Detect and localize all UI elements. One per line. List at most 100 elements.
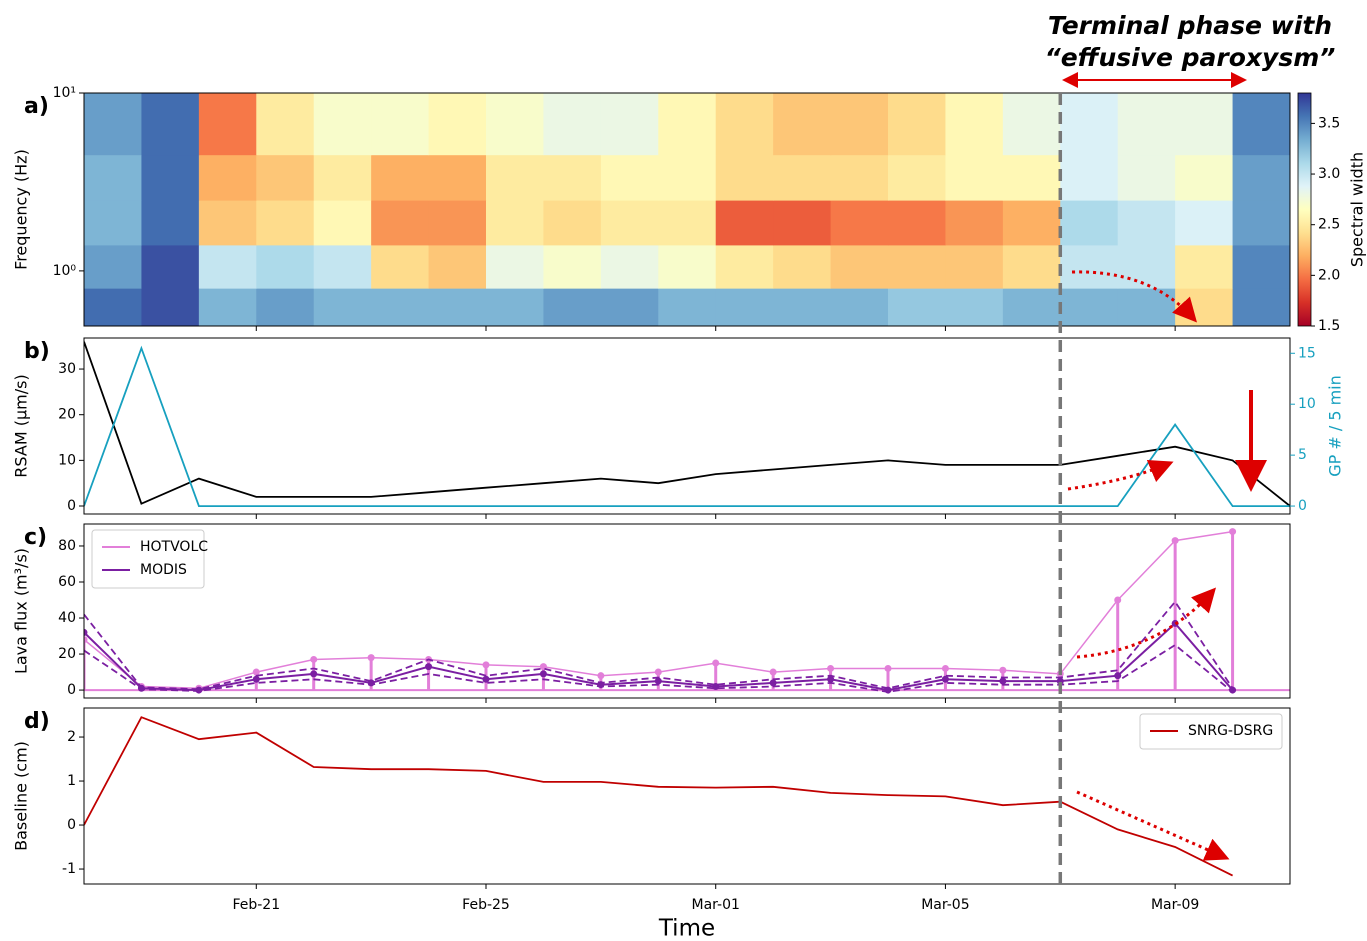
- heat-cell: [371, 244, 430, 289]
- heat-cell: [945, 244, 1004, 289]
- heat-cell: [198, 154, 257, 201]
- heat-cell: [773, 200, 832, 246]
- heat-cell: [1060, 93, 1119, 156]
- heat-cell: [313, 200, 372, 246]
- legend-box: [91, 529, 205, 589]
- y2-axis-title: GP # / 5 min: [1326, 375, 1345, 477]
- heat-cell: [313, 288, 372, 326]
- panel-label: b): [24, 339, 50, 364]
- heat-cell: [888, 154, 946, 201]
- heat-cell: [1232, 154, 1290, 201]
- heat-cell: [428, 93, 487, 156]
- heat-cell: [658, 244, 717, 289]
- colorbar-label: Spectral width: [1348, 152, 1367, 267]
- heat-cell: [888, 200, 946, 246]
- heat-cell: [141, 93, 200, 156]
- stem-dot: [597, 672, 605, 680]
- heat-cell: [428, 154, 487, 201]
- heat-cell: [830, 154, 889, 201]
- heat-cell: [313, 244, 372, 289]
- heat-cell: [715, 200, 774, 246]
- heat-cell: [486, 200, 544, 246]
- point: [827, 675, 835, 683]
- heat-cell: [371, 93, 430, 156]
- heat-cell: [830, 288, 889, 326]
- heat-cell: [1002, 288, 1061, 326]
- heat-cell: [256, 93, 315, 156]
- trend-arrow: [1076, 587, 1217, 659]
- heat-cell: [1175, 244, 1234, 289]
- heat-cell: [543, 244, 602, 289]
- x-tick-label: Mar-05: [921, 897, 969, 913]
- y-axis-title: Frequency (Hz): [12, 149, 31, 270]
- heat-cell: [256, 200, 315, 246]
- heat-cell: [141, 288, 200, 326]
- heat-cell: [198, 288, 257, 326]
- stem-dot: [827, 664, 835, 672]
- colorbar-tick-label: 3.0: [1318, 166, 1340, 182]
- heat-cell: [830, 200, 889, 246]
- annotation: Terminal phase with: [1048, 11, 1332, 40]
- x-axis-title: Time: [658, 916, 715, 941]
- heat-cell: [945, 154, 1004, 201]
- heat-cell: [1232, 244, 1290, 289]
- plot-area: [84, 93, 1290, 326]
- stem-dot: [367, 654, 375, 662]
- heat-cell: [543, 154, 602, 201]
- y-tick-label: -1: [62, 861, 76, 877]
- heat-cell: [371, 154, 430, 201]
- plot-frame: [83, 92, 1291, 327]
- heat-cell: [428, 288, 487, 326]
- heat-cell: [141, 244, 200, 289]
- stem-dot: [712, 659, 720, 667]
- heat-cell: [486, 154, 544, 201]
- heat-cell: [198, 244, 257, 289]
- heat-cell: [715, 154, 774, 201]
- heat-cell: [1117, 154, 1176, 201]
- heat-cell: [84, 93, 142, 156]
- y-tick-label: 10⁰: [53, 263, 77, 279]
- y-tick-label: 0: [67, 498, 76, 514]
- stem-dot: [884, 664, 892, 672]
- y-tick-label: 30: [58, 361, 76, 377]
- x-tick-label: Mar-09: [1151, 897, 1199, 913]
- y-tick-label: 40: [58, 610, 76, 626]
- heat-cell: [945, 93, 1004, 156]
- heat-cell: [1117, 288, 1176, 326]
- heat-cell: [1060, 200, 1119, 246]
- plot-area: [84, 716, 1234, 877]
- trend-arrow: [1071, 270, 1198, 323]
- x-tick-label: Feb-21: [232, 897, 280, 913]
- heat-cell: [1002, 244, 1061, 289]
- point: [1114, 672, 1122, 680]
- point: [999, 677, 1007, 685]
- heat-cell: [600, 200, 659, 246]
- heat-cell: [543, 200, 602, 246]
- heat-cell: [1060, 244, 1119, 289]
- heat-cell: [1002, 93, 1061, 156]
- point: [654, 677, 662, 685]
- y2-tick-label: 15: [1298, 345, 1316, 361]
- heat-cell: [84, 244, 142, 289]
- stem-dot: [1114, 596, 1122, 604]
- point: [310, 670, 318, 678]
- heat-cell: [773, 93, 832, 156]
- heat-cell: [313, 93, 372, 156]
- trend-arrow: [1067, 459, 1174, 491]
- heat-cell: [256, 154, 315, 201]
- heat-cell: [543, 93, 602, 156]
- heat-cell: [1117, 93, 1176, 156]
- series-line: [84, 341, 1290, 507]
- heat-cell: [658, 154, 717, 201]
- panel-label: a): [24, 94, 49, 119]
- heat-cell: [486, 288, 544, 326]
- point: [539, 670, 547, 678]
- point: [1229, 686, 1237, 694]
- heat-cell: [830, 93, 889, 156]
- plot-area: [84, 528, 1290, 694]
- x-tick-label: Mar-01: [692, 897, 740, 913]
- heat-cell: [600, 288, 659, 326]
- plots: 1.5 2.0 2.5 3.0 3.5 Spectral width 10⁰ 10¹ Frequ…: [12, 85, 1367, 941]
- heat-cell: [600, 244, 659, 289]
